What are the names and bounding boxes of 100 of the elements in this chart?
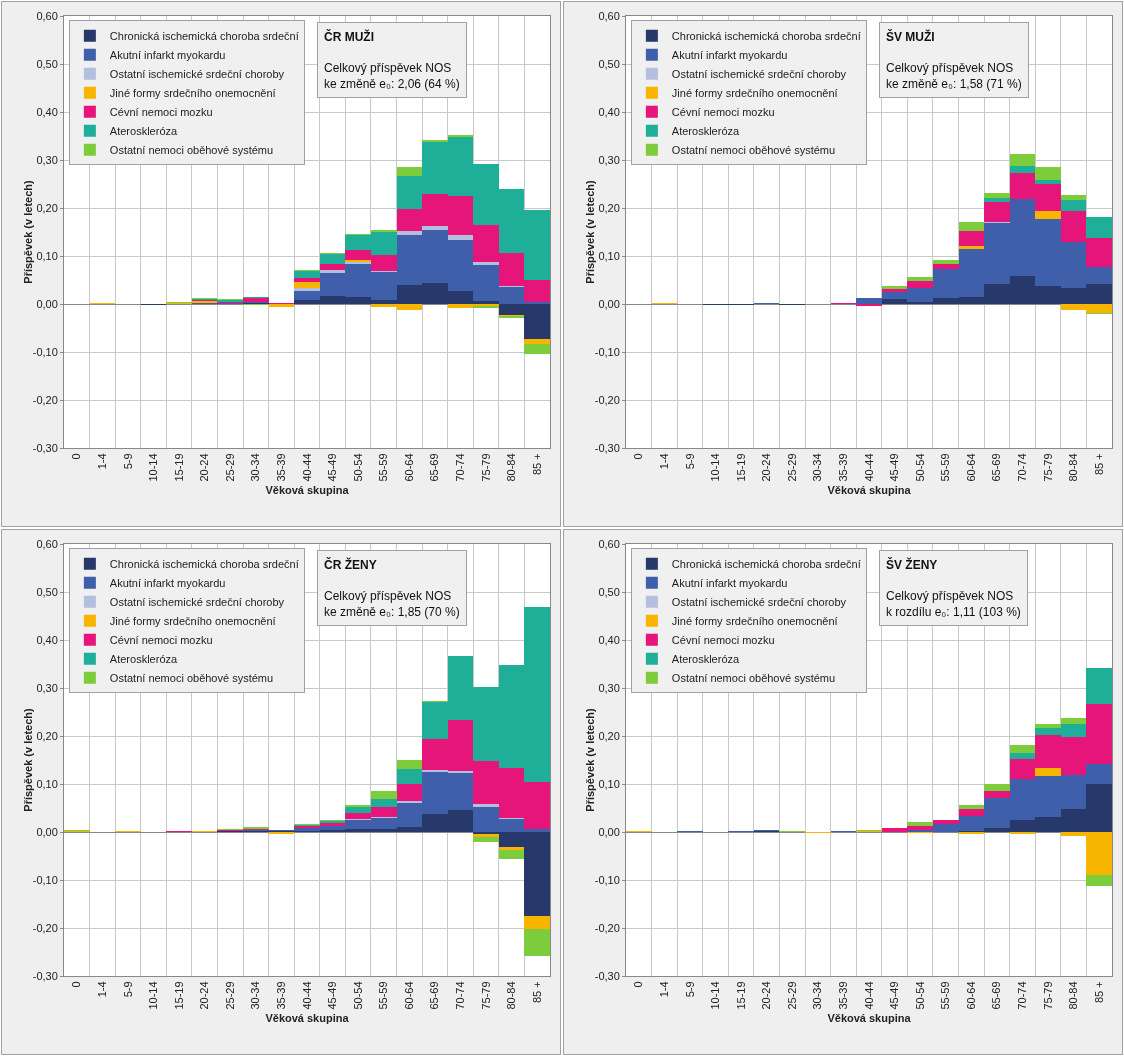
x-tick-label: 20-24: [760, 453, 773, 482]
legend-label: Ateroskleróza: [109, 125, 178, 138]
x-tick-label: 60-64: [964, 453, 977, 482]
legend-label: Akutní infarkt myokardu: [671, 49, 788, 62]
y-tick-label: 0,20: [36, 729, 58, 742]
x-tick-label: 80-84: [1067, 453, 1080, 482]
text: ŠV MUŽI: [886, 29, 935, 44]
x-tick-label: 30-34: [811, 453, 824, 482]
x-tick-label: 70-74: [1016, 453, 1029, 482]
x-tick-label: 65-69: [990, 981, 1003, 1010]
y-tick-label: 0,10: [598, 249, 620, 262]
legend-label: Chronická ischemická choroba srdeční: [109, 558, 299, 571]
x-tick-label: 15-19: [734, 981, 747, 1010]
y-tick-label: 0,20: [598, 729, 620, 742]
legend-label: Ostatní ischemické srdeční choroby: [109, 596, 285, 609]
x-tick-label: 65-69: [428, 981, 441, 1010]
annotation: Celkový příspěvek NOS ke změně e₀: 2,06 (64 %): [324, 61, 460, 91]
x-tick-label: 25-29: [785, 981, 798, 1010]
x-tick-label: 55-59: [377, 981, 390, 1010]
y-tick-label: -0,10: [32, 345, 58, 358]
x-tick-label: 55-59: [939, 981, 952, 1010]
legend-label: Ostatní nemoci oběhové systému: [671, 672, 836, 685]
x-tick-label: 70-74: [454, 981, 467, 1010]
y-tick-label: 0,50: [36, 585, 58, 598]
legend-label: Chronická ischemická choroba srdeční: [671, 30, 861, 43]
y-tick-label: 0,10: [36, 249, 58, 262]
text: ŠV ŽENY: [886, 557, 938, 572]
legend-label: Akutní infarkt myokardu: [109, 49, 226, 62]
y-tick-label: 0,00: [598, 825, 620, 838]
x-tick-label: 65-69: [428, 453, 441, 482]
y-tick-label: 0,10: [598, 777, 620, 790]
x-tick-label: 35-39: [836, 981, 849, 1010]
x-tick-label: 5-9: [121, 981, 134, 998]
x-tick-label: 1-4: [95, 453, 108, 470]
legend-label: Cévní nemoci mozku: [671, 106, 775, 119]
y-tick-label: -0,30: [594, 441, 620, 454]
x-tick-label: 65-69: [990, 453, 1003, 482]
x-tick-label: 50-54: [913, 981, 926, 1010]
x-tick-label: 35-39: [836, 453, 849, 482]
legend-label: Ostatní nemoci oběhové systému: [671, 144, 836, 157]
x-tick-label: 85 +: [1092, 453, 1105, 476]
y-tick-label: 0,40: [598, 633, 620, 646]
y-tick-label: 0,20: [36, 201, 58, 214]
x-tick-label: 10-14: [709, 981, 722, 1010]
y-tick-label: 0,00: [36, 297, 58, 310]
legend-label: Jiné formy srdečního onemocnění: [671, 615, 838, 628]
x-tick-label: 40-44: [300, 981, 313, 1010]
x-tick-label: 15-19: [734, 453, 747, 482]
legend-label: Ostatní nemoci oběhové systému: [109, 144, 274, 157]
x-tick-label: 60-64: [964, 981, 977, 1010]
y-axis-title: Příspěvek (v letech): [22, 708, 34, 812]
y-axis-title: Příspěvek (v letech): [584, 180, 596, 284]
legend-label: Cévní nemoci mozku: [671, 634, 775, 647]
x-tick-label: 85 +: [1092, 981, 1105, 1004]
x-tick-label: 70-74: [1016, 981, 1029, 1010]
x-tick-label: 0: [70, 981, 83, 988]
legend-label: Jiné formy srdečního onemocnění: [109, 615, 276, 628]
x-tick-label: 5-9: [683, 981, 696, 998]
y-tick-label: -0,20: [32, 393, 58, 406]
x-tick-label: 30-34: [249, 981, 262, 1010]
y-tick-label: 0,10: [36, 777, 58, 790]
legend-label: Chronická ischemická choroba srdeční: [671, 558, 861, 571]
y-tick-label: -0,30: [32, 441, 58, 454]
y-tick-label: -0,30: [594, 969, 620, 982]
y-tick-label: -0,20: [594, 393, 620, 406]
legend-label: Ateroskleróza: [671, 653, 740, 666]
x-tick-label: 35-39: [275, 453, 287, 482]
x-tick-label: 0: [632, 981, 645, 988]
x-tick-label: 75-79: [1041, 453, 1054, 482]
y-tick-label: 0,40: [36, 105, 58, 118]
x-tick-label: 40-44: [862, 981, 875, 1010]
legend-label: Chronická ischemická choroba srdeční: [109, 30, 299, 43]
x-tick-label: 25-29: [785, 453, 798, 482]
y-tick-label: -0,20: [32, 921, 58, 934]
x-tick-label: 35-39: [275, 981, 287, 1010]
legend-label: Ateroskleróza: [671, 125, 740, 138]
y-tick-label: 0,00: [598, 297, 620, 310]
y-tick-label: 0,30: [36, 153, 58, 166]
x-tick-label: 60-64: [402, 453, 415, 482]
y-tick-label: 0,00: [36, 825, 58, 838]
x-tick-label: 40-44: [862, 453, 875, 482]
y-tick-label: 0,40: [36, 633, 58, 646]
y-tick-label: 0,60: [598, 9, 620, 22]
legend-label: Ostatní ischemické srdeční choroby: [671, 68, 847, 81]
x-axis-title: Věková skupina: [265, 1011, 350, 1024]
annotation: Celkový příspěvek NOS ke změně e₀: 1,85 (70 %): [324, 589, 460, 619]
legend-label: Ostatní nemoci oběhové systému: [109, 672, 274, 685]
x-tick-label: 5-9: [121, 453, 134, 470]
x-tick-label: 10-14: [147, 981, 160, 1010]
x-tick-label: 75-79: [479, 453, 492, 482]
x-tick-label: 15-19: [172, 453, 185, 482]
y-tick-label: -0,20: [594, 921, 620, 934]
y-tick-label: -0,10: [594, 345, 620, 358]
x-tick-label: 55-59: [939, 453, 952, 482]
x-tick-label: 1-4: [657, 453, 670, 470]
legend-label: Akutní infarkt myokardu: [671, 577, 788, 590]
text: ČR ŽENY: [324, 557, 377, 572]
y-tick-label: 0,30: [598, 153, 620, 166]
x-tick-label: 50-54: [351, 453, 364, 482]
x-tick-label: 25-29: [223, 981, 236, 1010]
